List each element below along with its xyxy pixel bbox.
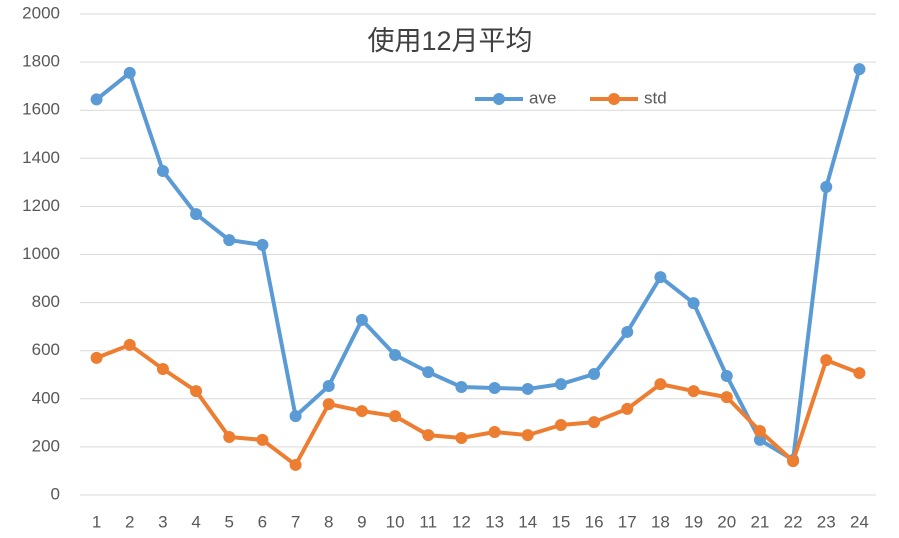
legend-label: std xyxy=(644,88,667,107)
data-point xyxy=(820,180,833,193)
x-tick-label: 3 xyxy=(158,512,167,531)
data-point xyxy=(422,429,435,442)
x-tick-label: 17 xyxy=(618,512,637,531)
data-point xyxy=(654,271,667,284)
data-point xyxy=(422,366,435,379)
y-tick-label: 1400 xyxy=(22,148,60,167)
x-tick-label: 18 xyxy=(651,512,670,531)
data-point xyxy=(223,234,236,247)
data-point xyxy=(488,425,501,438)
data-point xyxy=(820,354,833,367)
y-tick-label: 2000 xyxy=(22,3,60,22)
x-tick-label: 7 xyxy=(291,512,300,531)
x-tick-label: 1 xyxy=(92,512,101,531)
y-tick-label: 0 xyxy=(51,484,60,503)
x-tick-label: 15 xyxy=(551,512,570,531)
data-point xyxy=(521,429,534,442)
data-point xyxy=(190,385,203,398)
series-line xyxy=(95,68,862,462)
x-tick-label: 13 xyxy=(485,512,504,531)
data-point xyxy=(256,433,269,446)
y-tick-label: 400 xyxy=(32,388,60,407)
x-tick-label: 22 xyxy=(784,512,803,531)
data-point xyxy=(654,378,667,391)
data-point xyxy=(223,431,236,444)
x-tick-label: 21 xyxy=(750,512,769,531)
x-tick-label: 9 xyxy=(357,512,366,531)
legend-marker xyxy=(608,93,620,105)
x-tick-label: 19 xyxy=(684,512,703,531)
data-point xyxy=(90,93,103,106)
data-point xyxy=(156,165,169,178)
data-point xyxy=(720,369,733,382)
data-point xyxy=(455,381,468,394)
x-tick-label: 20 xyxy=(717,512,736,531)
data-point xyxy=(521,382,534,395)
y-tick-label: 1600 xyxy=(22,100,60,119)
x-tick-label: 6 xyxy=(258,512,267,531)
legend-marker xyxy=(493,93,505,105)
x-tick-label: 10 xyxy=(386,512,405,531)
x-tick-label: 24 xyxy=(850,512,869,531)
data-point xyxy=(720,391,733,404)
data-point xyxy=(389,349,402,362)
data-point xyxy=(90,351,103,364)
y-tick-label: 200 xyxy=(32,436,60,455)
data-point xyxy=(123,338,136,351)
x-tick-label: 5 xyxy=(225,512,234,531)
x-tick-label: 4 xyxy=(191,512,200,531)
x-tick-label: 23 xyxy=(817,512,836,531)
y-tick-label: 600 xyxy=(32,340,60,359)
chart-title: 使用12月平均 xyxy=(367,26,532,56)
y-tick-label: 800 xyxy=(32,292,60,311)
x-tick-label: 12 xyxy=(452,512,471,531)
data-point xyxy=(753,433,766,446)
data-point xyxy=(687,297,700,310)
data-point xyxy=(389,410,402,423)
data-point xyxy=(621,402,634,415)
data-point xyxy=(355,313,368,326)
data-point xyxy=(621,325,634,338)
x-tick-label: 8 xyxy=(324,512,333,531)
y-tick-label: 1000 xyxy=(22,244,60,263)
data-point xyxy=(156,362,169,375)
data-point xyxy=(289,410,302,423)
data-point xyxy=(853,367,866,380)
data-point xyxy=(355,405,368,418)
data-point xyxy=(322,380,335,393)
data-point xyxy=(753,425,766,438)
data-point xyxy=(190,208,203,221)
data-point xyxy=(322,398,335,411)
y-tick-label: 1800 xyxy=(22,52,60,71)
data-point xyxy=(787,455,800,468)
x-tick-label: 16 xyxy=(585,512,604,531)
data-point xyxy=(554,378,567,391)
data-point xyxy=(588,416,601,429)
y-tick-label: 1200 xyxy=(22,196,60,215)
data-point xyxy=(455,432,468,445)
data-point xyxy=(289,458,302,471)
x-tick-label: 2 xyxy=(125,512,134,531)
legend-label: ave xyxy=(529,88,556,107)
data-point xyxy=(687,385,700,398)
data-point xyxy=(853,63,866,76)
series-line xyxy=(95,342,861,467)
x-tick-label: 14 xyxy=(518,512,537,531)
data-point xyxy=(488,381,501,394)
data-point xyxy=(554,419,567,432)
data-point xyxy=(256,238,269,251)
data-point xyxy=(588,368,601,381)
x-tick-label: 11 xyxy=(419,512,437,531)
data-point xyxy=(123,66,136,79)
